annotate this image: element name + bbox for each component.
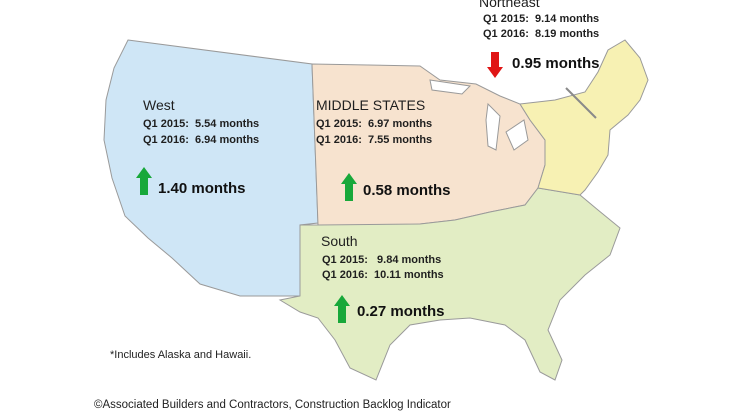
- northeast-change: 0.95 months: [512, 55, 600, 72]
- west-region-label: West: [143, 97, 175, 113]
- west-q1-2015: Q1 2015: 5.54 months: [143, 118, 260, 130]
- west-q1-2016: Q1 2016: 6.94 months: [143, 134, 260, 146]
- northeast-pointer-line: [565, 87, 597, 119]
- middle-states-region-label: MIDDLE STATES: [316, 97, 426, 113]
- northeast-down-arrow-icon: [487, 52, 503, 78]
- middle-states-change: 0.58 months: [363, 182, 451, 199]
- great-lakes: [429, 79, 529, 151]
- source-credit: ©Associated Builders and Contractors, Co…: [94, 399, 451, 411]
- northeast-region-label: Northeast: [479, 0, 540, 10]
- south-q1-2015: Q1 2015: 9.84 months: [322, 254, 442, 266]
- northeast-q1-2015: Q1 2015: 9.14 months: [483, 13, 600, 25]
- region-south: [278, 187, 621, 381]
- region-west: [103, 39, 319, 297]
- region-northeast: [519, 39, 649, 196]
- south-change: 0.27 months: [357, 303, 445, 320]
- south-region-label: South: [321, 233, 358, 249]
- south-up-arrow-icon: [334, 295, 350, 323]
- west-up-arrow-icon: [136, 167, 152, 195]
- west-change: 1.40 months: [158, 180, 246, 197]
- middle-states-up-arrow-icon: [341, 173, 357, 201]
- middle-states-q1-2016: Q1 2016: 7.55 months: [316, 134, 433, 146]
- south-q1-2016: Q1 2016: 10.11 months: [322, 269, 444, 281]
- footnote: *Includes Alaska and Hawaii.: [110, 349, 252, 361]
- northeast-q1-2016: Q1 2016: 8.19 months: [483, 28, 600, 40]
- middle-states-q1-2015: Q1 2015: 6.97 months: [316, 118, 433, 130]
